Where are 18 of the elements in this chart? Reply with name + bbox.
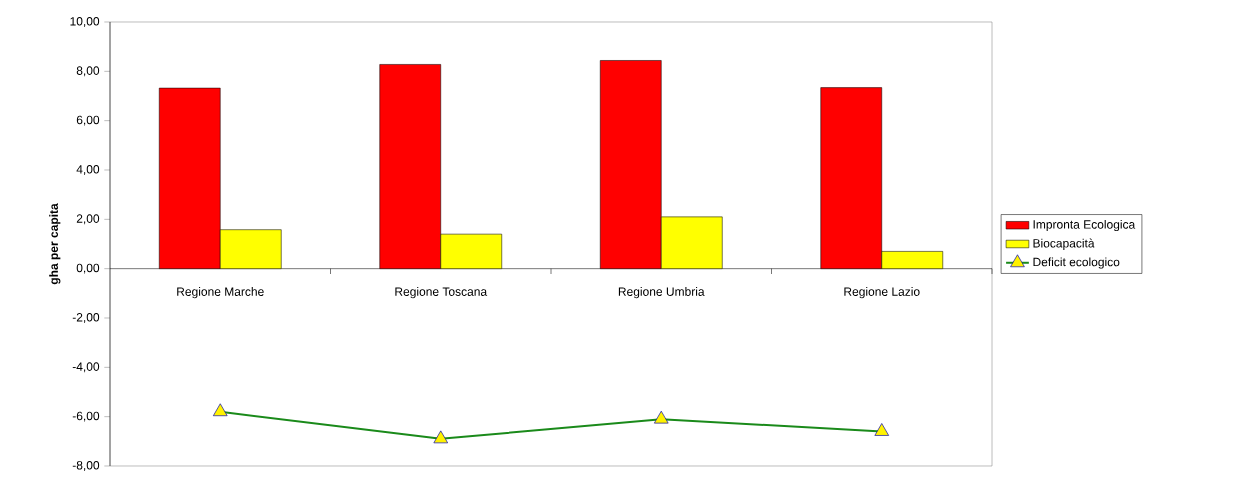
y-tick-label: 2,00 <box>76 214 100 225</box>
y-tick-label: -6,00 <box>72 411 100 422</box>
y-tick-label: 10,00 <box>70 17 100 27</box>
x-tick-label: Regione Lazio <box>844 287 920 299</box>
x-tick-label: Regione Toscana <box>395 287 488 299</box>
y-tick-label: -4,00 <box>72 362 100 373</box>
legend-label: Deficit ecologico <box>1033 257 1120 269</box>
y-axis-title: gha per capita <box>49 203 61 285</box>
legend-label: Biocapacità <box>1033 238 1095 250</box>
x-tick-label: Regione Marche <box>177 287 264 299</box>
x-tick-label: Regione Umbria <box>618 287 705 299</box>
y-tick-label: 0,00 <box>76 263 100 274</box>
y-tick-label: -2,00 <box>72 313 100 323</box>
y-tick-label: 6,00 <box>76 115 100 126</box>
y-tick-label: -8,00 <box>72 461 100 471</box>
legend-label: Impronta Ecologica <box>1033 219 1136 232</box>
y-tick-label: 4,00 <box>76 165 100 175</box>
y-tick-label: 8,00 <box>76 66 100 77</box>
